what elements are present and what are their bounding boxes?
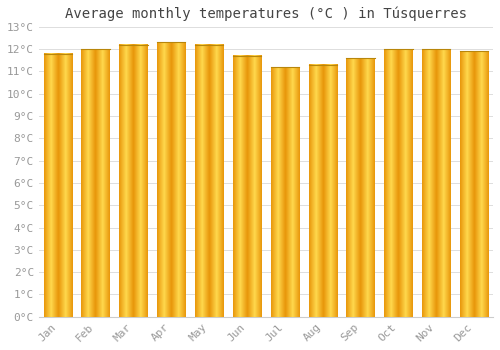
Title: Average monthly temperatures (°C ) in Túsquerres: Average monthly temperatures (°C ) in Tú…: [65, 7, 467, 21]
